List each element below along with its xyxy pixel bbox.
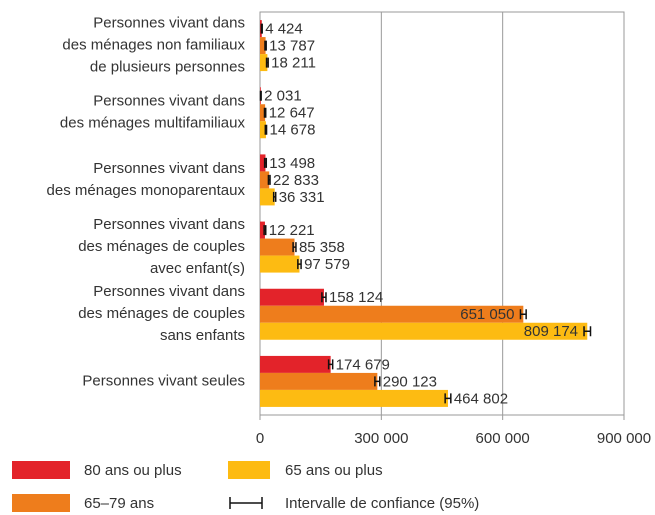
x-tick-label: 0 — [256, 430, 264, 447]
category-label: Personnes vivant dans — [93, 160, 245, 177]
x-tick-label: 300 000 — [354, 430, 408, 447]
legend-label: 65 ans ou plus — [285, 462, 383, 479]
error-bar — [321, 292, 327, 303]
value-label: 13 787 — [269, 38, 315, 55]
bar — [260, 221, 265, 239]
value-label: 12 221 — [269, 222, 315, 239]
error-bar — [272, 191, 277, 202]
error-bar — [519, 309, 527, 320]
x-tick-label: 600 000 — [476, 430, 530, 447]
value-label: 4 424 — [265, 21, 303, 38]
legend-label: Intervalle de confiance (95%) — [285, 495, 479, 512]
bar — [260, 255, 300, 273]
value-label: 809 174 — [524, 323, 578, 340]
bar — [260, 238, 295, 256]
category-label: des ménages monoparentaux — [47, 182, 246, 199]
bar — [260, 372, 378, 390]
category-label: des ménages non familiaux — [62, 37, 245, 54]
bar — [260, 171, 270, 189]
error-bar — [264, 124, 268, 135]
bar — [260, 54, 268, 72]
legend-swatch — [12, 461, 70, 479]
bar — [260, 154, 266, 172]
bar — [260, 104, 266, 122]
error-bar — [265, 57, 269, 68]
value-label: 14 678 — [270, 122, 316, 139]
error-bar — [264, 40, 267, 51]
value-label: 651 050 — [460, 306, 514, 323]
error-bar — [583, 326, 592, 337]
category-label: des ménages multifamiliaux — [60, 115, 246, 132]
error-bar — [263, 107, 267, 118]
error-bar — [267, 174, 271, 185]
bar — [260, 37, 266, 55]
category-label: de plusieurs personnes — [90, 59, 245, 76]
value-label: 158 124 — [329, 289, 383, 306]
value-label: 174 679 — [336, 356, 390, 373]
category-label: Personnes vivant dans — [93, 216, 245, 233]
value-label: 36 331 — [279, 189, 325, 206]
value-label: 18 211 — [271, 55, 316, 72]
value-label: 2 031 — [264, 88, 302, 105]
error-bar — [260, 23, 263, 34]
category-label: des ménages de couples — [78, 238, 245, 255]
plot-frame — [259, 11, 625, 416]
x-tick-label: 900 000 — [597, 430, 651, 447]
category-label: avec enfant(s) — [150, 260, 245, 277]
category-label: Personnes vivant dans — [93, 15, 245, 32]
value-label: 85 358 — [299, 239, 345, 256]
legend-label: 80 ans ou plus — [84, 462, 182, 479]
value-label: 97 579 — [304, 256, 350, 273]
error-bar — [259, 90, 262, 101]
category-label: des ménages de couples — [78, 305, 245, 322]
error-bar — [327, 359, 334, 370]
legend-swatch — [228, 461, 270, 479]
error-bar — [444, 393, 452, 404]
error-bar — [263, 157, 268, 168]
error-bar — [297, 259, 302, 270]
value-label: 22 833 — [273, 172, 319, 189]
value-label: 13 498 — [269, 155, 315, 172]
error-bar — [292, 242, 297, 253]
legend-label: 65–79 ans — [84, 495, 154, 512]
legend-swatch — [12, 494, 70, 512]
value-label: 464 802 — [454, 390, 508, 407]
bar — [260, 121, 266, 139]
bar — [260, 355, 331, 373]
value-label: 12 647 — [269, 105, 315, 122]
category-label: Personnes vivant seules — [82, 372, 245, 389]
bar — [260, 188, 275, 206]
value-label: 290 123 — [383, 373, 437, 390]
category-label: sans enfants — [160, 327, 245, 344]
error-bar — [374, 376, 381, 387]
bar — [260, 389, 448, 407]
category-label: Personnes vivant dans — [93, 93, 245, 110]
legend-ci-icon — [229, 497, 263, 509]
bar — [260, 305, 524, 323]
error-bar — [263, 225, 267, 236]
category-label: Personnes vivant dans — [93, 283, 245, 300]
bar — [260, 322, 588, 340]
bar — [260, 288, 324, 306]
